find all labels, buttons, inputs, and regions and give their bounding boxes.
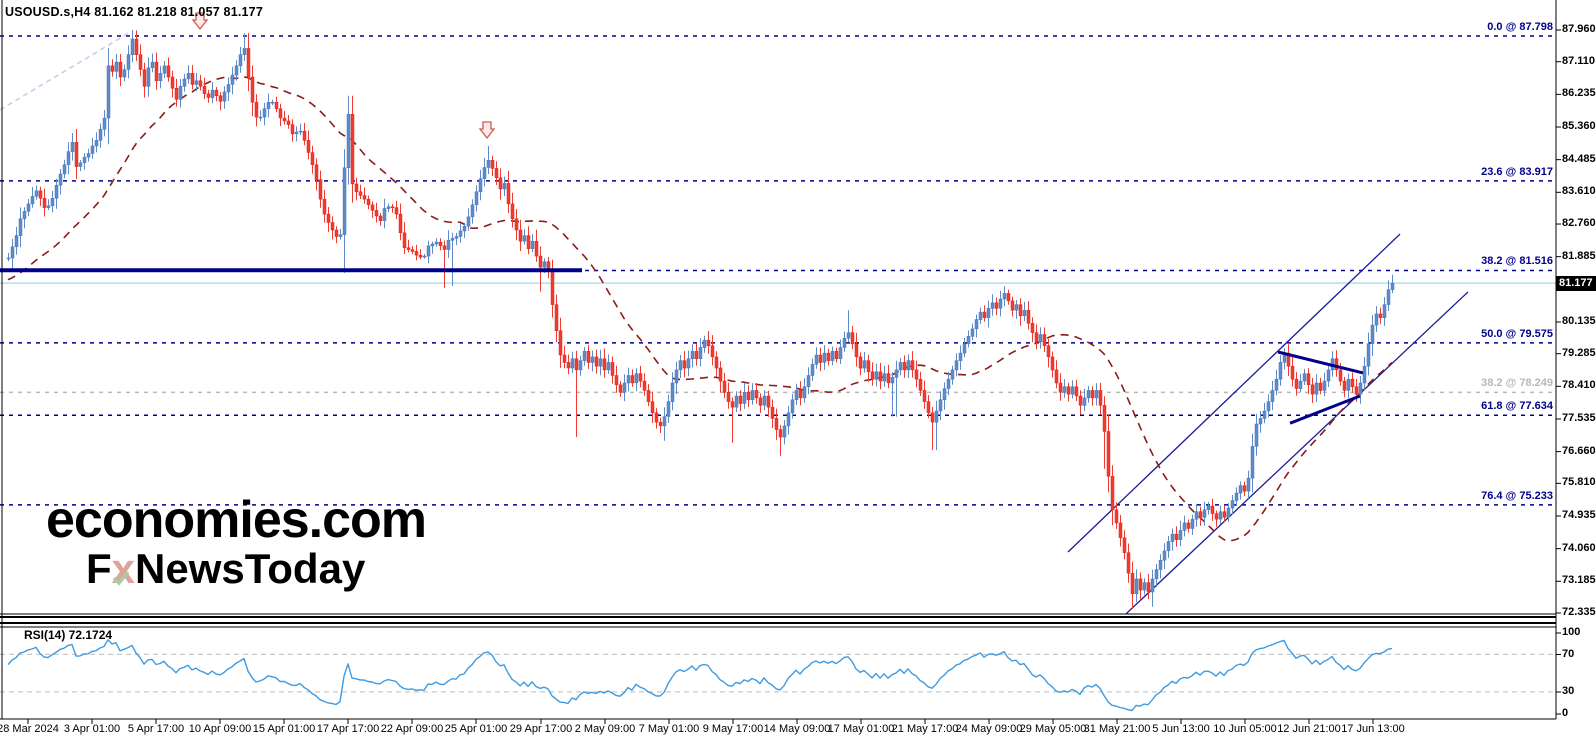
watermark-check-icon [112, 570, 130, 586]
watermark-tagline: FxNewsToday [86, 548, 426, 590]
date-tick-label: 14 May 09:00 [763, 723, 831, 735]
date-tick-label: 25 Apr 01:00 [444, 723, 508, 735]
rsi-scale-label: 70 [1562, 647, 1575, 660]
price-tick-label: 78.410 [1562, 379, 1596, 392]
current-price-badge: 81.177 [1556, 276, 1596, 291]
fib-level-label: 76.4 @ 75.233 [1481, 489, 1553, 502]
watermark-brand-gray: .com [308, 491, 427, 549]
price-tick-label: 79.285 [1562, 346, 1596, 359]
rsi-indicator-label: RSI(14) 72.1724 [24, 628, 113, 642]
price-tick-label: 84.485 [1562, 152, 1596, 165]
date-tick-label: 3 Apr 01:00 [63, 723, 121, 735]
down-arrow-icon [478, 121, 496, 140]
price-tick-label: 82.760 [1562, 217, 1596, 230]
price-tick-label: 74.935 [1562, 508, 1596, 521]
watermark-tag-x: x [111, 545, 136, 592]
date-tick-label: 28 Mar 2024 [0, 723, 59, 735]
watermark: economies.com FxNewsToday [46, 491, 427, 590]
date-tick-label: 7 May 01:00 [638, 723, 700, 735]
date-tick-label: 10 Apr 09:00 [188, 723, 252, 735]
date-tick-label: 24 May 09:00 [955, 723, 1023, 735]
date-tick-label: 5 Jun 13:00 [1152, 723, 1210, 735]
down-arrow-icon [191, 12, 209, 31]
fib-level-label: 23.6 @ 83.917 [1481, 165, 1553, 178]
date-tick-label: 12 Jun 21:00 [1277, 723, 1341, 735]
date-tick-label: 22 Apr 09:00 [380, 723, 444, 735]
price-tick-label: 72.335 [1562, 606, 1596, 618]
price-tick-label: 75.810 [1562, 476, 1596, 489]
fib-level-label: 0.0 @ 87.798 [1487, 21, 1553, 34]
date-tick-label: 10 Jun 05:00 [1213, 723, 1277, 735]
date-tick-label: 5 Apr 17:00 [127, 723, 185, 735]
price-tick-label: 73.185 [1562, 574, 1596, 587]
date-tick-label: 31 May 21:00 [1083, 723, 1151, 735]
price-tick-label: 80.135 [1562, 314, 1596, 327]
price-tick-label: 85.360 [1562, 120, 1596, 132]
price-tick-label: 74.060 [1562, 541, 1596, 554]
date-tick-label: 21 May 17:00 [891, 723, 959, 735]
date-tick-label: 29 Apr 17:00 [509, 723, 573, 735]
date-tick-label: 29 May 05:00 [1019, 723, 1087, 735]
date-tick-label: 17 May 01:00 [827, 723, 895, 735]
date-tick-label: 17 Apr 17:00 [316, 723, 380, 735]
rsi-scale-label: 100 [1562, 626, 1581, 638]
rsi-scale-label: 30 [1562, 685, 1575, 697]
rsi-scale-label: 0 [1562, 707, 1569, 719]
price-tick-label: 87.110 [1562, 54, 1596, 67]
price-tick-label: 86.235 [1562, 87, 1596, 100]
price-tick-label: 77.535 [1562, 411, 1596, 424]
watermark-brand: economies.com [46, 491, 427, 549]
watermark-tag-f: F [86, 545, 112, 592]
price-tick-label: 87.960 [1562, 23, 1596, 35]
watermark-brand-orange: economies [46, 491, 310, 549]
date-tick-label: 2 May 09:00 [574, 723, 636, 735]
price-tick-label: 83.610 [1562, 185, 1596, 198]
price-tick-label: 76.660 [1562, 444, 1596, 457]
date-tick-label: 9 May 17:00 [702, 723, 764, 735]
date-tick-label: 15 Apr 01:00 [252, 723, 316, 735]
date-tick-label: 17 Jun 13:00 [1341, 723, 1405, 735]
fib-level-label: 61.8 @ 77.634 [1481, 400, 1553, 413]
watermark-tag-rest: NewsToday [135, 545, 366, 592]
fib-level-label: 50.0 @ 79.575 [1481, 327, 1553, 340]
fib-level-label: 38.2 @ 78.249 [1481, 377, 1553, 390]
chart-title: USOUSD.s,H4 81.162 81.218 81.057 81.177 [5, 5, 263, 19]
price-tick-label: 81.885 [1562, 249, 1596, 262]
fib-level-label: 38.2 @ 81.516 [1481, 255, 1553, 268]
